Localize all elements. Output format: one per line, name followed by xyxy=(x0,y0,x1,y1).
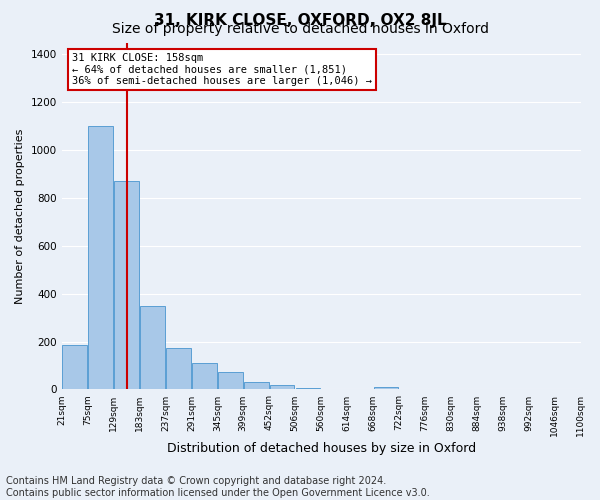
Bar xyxy=(296,388,320,390)
Bar xyxy=(88,126,113,390)
Bar xyxy=(140,306,165,390)
Text: Size of property relative to detached houses in Oxford: Size of property relative to detached ho… xyxy=(112,22,488,36)
Text: 31, KIRK CLOSE, OXFORD, OX2 8JL: 31, KIRK CLOSE, OXFORD, OX2 8JL xyxy=(154,12,446,28)
Bar xyxy=(244,382,269,390)
Bar xyxy=(270,384,295,390)
Text: Contains HM Land Registry data © Crown copyright and database right 2024.
Contai: Contains HM Land Registry data © Crown c… xyxy=(6,476,430,498)
Bar xyxy=(218,372,242,390)
Bar xyxy=(114,182,139,390)
Bar xyxy=(374,387,398,390)
Text: 31 KIRK CLOSE: 158sqm
← 64% of detached houses are smaller (1,851)
36% of semi-d: 31 KIRK CLOSE: 158sqm ← 64% of detached … xyxy=(72,53,372,86)
Bar xyxy=(166,348,191,390)
Y-axis label: Number of detached properties: Number of detached properties xyxy=(15,128,25,304)
Bar xyxy=(192,363,217,390)
Bar xyxy=(62,345,87,390)
X-axis label: Distribution of detached houses by size in Oxford: Distribution of detached houses by size … xyxy=(167,442,476,455)
